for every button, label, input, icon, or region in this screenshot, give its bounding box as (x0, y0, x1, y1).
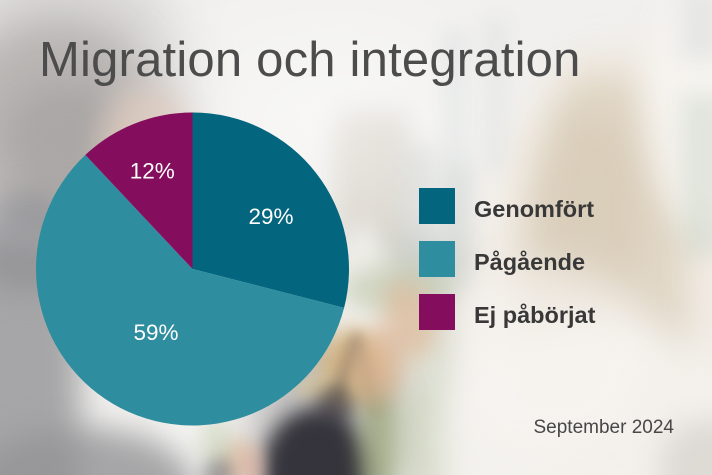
svg-text:12%: 12% (130, 158, 175, 183)
svg-text:59%: 59% (133, 320, 178, 345)
svg-text:29%: 29% (248, 204, 293, 229)
